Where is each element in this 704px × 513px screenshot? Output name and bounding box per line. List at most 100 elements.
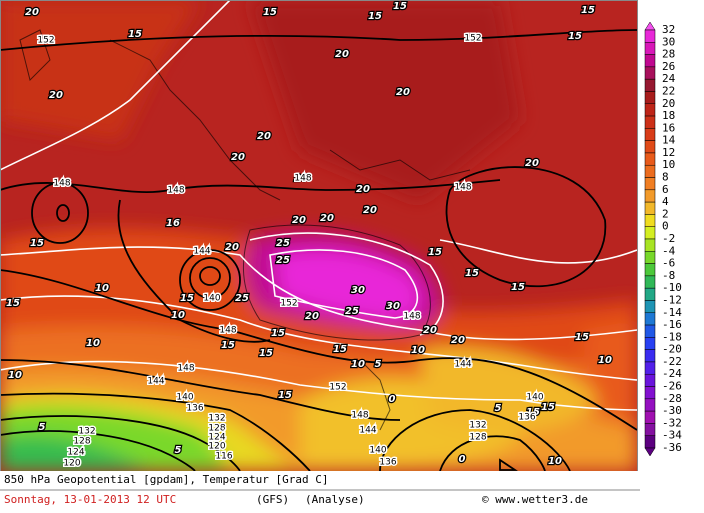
colorbar-label: -34 — [662, 429, 682, 442]
footer-title: 850 hPa Geopotential [gpdam], Temperatur… — [4, 473, 329, 486]
isotherm-label: 15 — [259, 348, 273, 359]
colorbar-label: 32 — [662, 23, 675, 36]
geopotential-label: 148 — [403, 312, 420, 322]
isotherm-label: 15 — [368, 11, 382, 22]
isotherm-label: 15 — [541, 402, 555, 413]
isotherm-label: 20 — [231, 152, 245, 163]
colorbar-swatch — [644, 214, 656, 227]
colorbar-swatch — [644, 78, 656, 92]
colorbar-swatch — [644, 373, 656, 387]
colorbar-swatch — [644, 42, 656, 55]
colorbar-label: -18 — [662, 330, 682, 343]
geopotential-label: 148 — [454, 183, 471, 193]
isotherm-label: 5 — [375, 359, 382, 370]
colorbar-label: 30 — [662, 35, 675, 48]
geopotential-label: 152 — [280, 299, 297, 309]
isotherm-label: 30 — [351, 285, 365, 296]
isotherm-label: 20 — [320, 213, 334, 224]
isotherm-label: 15 — [428, 247, 442, 258]
colorbar-swatch — [644, 398, 656, 412]
isotherm-label: 5 — [39, 422, 46, 433]
colorbar-label: -8 — [662, 269, 675, 282]
colorbar-swatch — [644, 128, 656, 141]
temperature-isotherms — [0, 0, 637, 411]
colorbar-label: 10 — [662, 158, 675, 171]
isotherm-label: 20 — [25, 7, 39, 18]
colorbar-label: 28 — [662, 48, 675, 61]
isotherm-label: 15 — [263, 7, 277, 18]
colorbar-label: -10 — [662, 281, 682, 294]
colorbar-swatch — [644, 115, 656, 129]
colorbar-swatch — [644, 275, 656, 289]
geopotential-label: 120 — [208, 442, 225, 452]
isotherm-label: 15 — [333, 344, 347, 355]
isotherm-label: 20 — [396, 87, 410, 98]
isotherm-label: 15 — [128, 29, 142, 40]
geopotential-label: 116 — [215, 452, 232, 462]
isotherm-label: 20 — [525, 158, 539, 169]
footer-bg — [0, 471, 640, 513]
colorbar-label: 22 — [662, 84, 675, 97]
isotherm-label: 25 — [235, 293, 249, 304]
colorbar-swatch — [644, 300, 656, 314]
geopotential-isolines — [0, 29, 637, 471]
geopotential-label: 148 — [177, 364, 194, 374]
colorbar-swatch — [644, 54, 656, 68]
geopotential-label: 124 — [208, 433, 225, 443]
isotherm-label: 10 — [548, 456, 562, 467]
geopotential-label: 148 — [53, 179, 70, 189]
colorbar-swatch — [644, 66, 656, 80]
colorbar-swatch — [644, 287, 656, 301]
colorbar-label: -32 — [662, 416, 682, 429]
isotherm-label: 20 — [423, 325, 437, 336]
colorbar-label: -30 — [662, 404, 682, 417]
colorbar-label: 16 — [662, 121, 675, 134]
isotherm-label: 0 — [389, 394, 396, 405]
colorbar-swatch — [644, 177, 656, 191]
colorbar-label: -4 — [662, 244, 676, 257]
colorbar-swatch — [644, 201, 656, 215]
isotherm-label: 20 — [335, 49, 349, 60]
colorbar-swatch — [644, 423, 656, 436]
geopotential-label: 144 — [193, 247, 210, 257]
colorbar-label: -28 — [662, 392, 682, 405]
colorbar-label: 8 — [662, 171, 669, 184]
isotherm-label: 15 — [465, 268, 479, 279]
isotherm-label: 16 — [166, 218, 180, 229]
map-field: 20 15 151515151520202020202020202020201615… — [0, 0, 637, 471]
geopotential-label: 148 — [167, 186, 184, 196]
colorbar-swatch — [644, 324, 656, 338]
isotherm-label: 10 — [351, 359, 365, 370]
geopotential-label: 140 — [369, 446, 386, 456]
colorbar-label: -14 — [662, 306, 682, 319]
colorbar-label: -22 — [662, 355, 682, 368]
colorbar-label: -20 — [662, 343, 682, 356]
colorbar-swatch — [644, 140, 656, 154]
colorbar-label: -12 — [662, 293, 682, 306]
colorbar-swatch — [644, 91, 656, 105]
colorbar-label: -6 — [662, 257, 675, 270]
geopotential-label: 148 — [351, 411, 368, 421]
isotherm-label: 10 — [86, 338, 100, 349]
colorbar-label: 12 — [662, 146, 675, 159]
geopotential-label: 152 — [464, 34, 481, 44]
footer-date: Sonntag, 13-01-2013 12 UTC — [4, 493, 176, 506]
isotherm-label: 15 — [575, 332, 589, 343]
geopotential-label: 132 — [469, 421, 486, 431]
colorbar-swatch — [644, 164, 656, 178]
isotherm-label: 10 — [95, 283, 109, 294]
isotherm-label: 25 — [276, 255, 290, 266]
colorbar-swatch — [644, 189, 656, 203]
colorbar-label: 18 — [662, 109, 675, 122]
isotherm-label: 10 — [411, 345, 425, 356]
geopotential-label: 136 — [379, 458, 396, 468]
colorbar-label: -26 — [662, 380, 682, 393]
geopotential-label: 124 — [67, 448, 84, 458]
colorbar-label: -24 — [662, 367, 682, 380]
geopotential-label: 148 — [294, 174, 311, 184]
isotherm-label: 15 — [568, 31, 582, 42]
colorbar-label: -2 — [662, 232, 675, 245]
footer-source: © www.wetter3.de — [482, 493, 588, 506]
geopotential-label: 120 — [63, 459, 80, 469]
